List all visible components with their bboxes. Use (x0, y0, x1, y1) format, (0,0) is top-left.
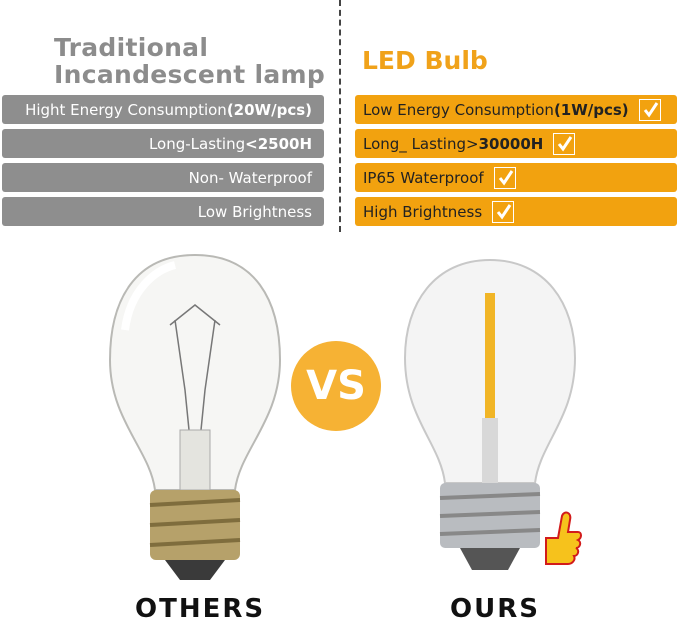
right-feature-row: Low Energy Consumption (1W/pcs) (355, 95, 677, 124)
checkmark-icon (493, 166, 516, 189)
feature-text: Non- Waterproof (188, 168, 312, 187)
right-feature-row: High Brightness (355, 197, 677, 226)
feature-value: (20W/pcs) (226, 100, 312, 119)
left-feature-row: Long-Lasting <2500H (2, 129, 324, 158)
title-line-1: Traditional (54, 33, 209, 62)
feature-value: <2500H (245, 134, 312, 153)
right-feature-row: Long_ Lasting> 30000H (355, 129, 677, 158)
ours-label: OURS (450, 594, 540, 624)
incandescent-bulb-image (108, 253, 282, 580)
others-label: OTHERS (135, 594, 266, 624)
feature-text: Hight Energy Consumption (25, 100, 227, 119)
left-feature-row: Hight Energy Consumption (20W/pcs) (2, 95, 324, 124)
left-feature-row: Low Brightness (2, 197, 324, 226)
dashed-divider (339, 0, 341, 232)
right-feature-row: IP65 Waterproof (355, 163, 677, 192)
feature-value: (1W/pcs) (553, 100, 629, 119)
feature-text: IP65 Waterproof (363, 168, 484, 187)
feature-text: Long_ Lasting> (363, 134, 479, 153)
feature-text: Low Energy Consumption (363, 100, 554, 119)
checkmark-icon (553, 132, 576, 155)
left-feature-row: Non- Waterproof (2, 163, 324, 192)
checkmark-icon (492, 200, 515, 223)
incandescent-title: Traditional Incandescent lamp (54, 34, 325, 88)
feature-value: 30000H (478, 134, 544, 153)
thumbs-up-icon (545, 511, 582, 565)
led-bulb-image (403, 258, 577, 570)
led-title: LED Bulb (362, 46, 488, 75)
title-line-2: Incandescent lamp (54, 60, 326, 89)
feature-text: Long-Lasting (148, 134, 246, 153)
feature-text: Low Brightness (197, 202, 312, 221)
checkmark-icon (638, 98, 661, 121)
vs-badge: VS (291, 341, 381, 431)
feature-text: High Brightness (363, 202, 483, 221)
